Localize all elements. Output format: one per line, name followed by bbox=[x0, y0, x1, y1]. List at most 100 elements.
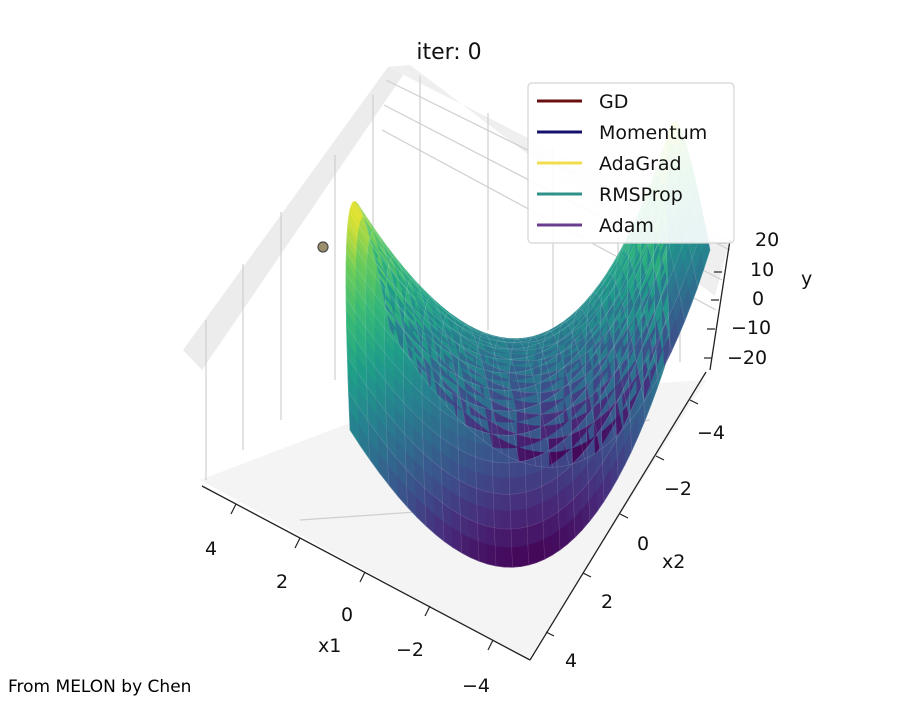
surface-mesh bbox=[345, 121, 711, 568]
z-tick-label: 10 bbox=[750, 259, 774, 281]
mesh-line bbox=[346, 172, 667, 391]
surface-patch bbox=[500, 462, 510, 479]
mesh-line bbox=[346, 245, 667, 464]
surface-patch bbox=[501, 493, 511, 512]
x1-axis-label: x1 bbox=[318, 635, 341, 657]
surface-patch bbox=[493, 509, 504, 530]
x2-ticks bbox=[545, 399, 699, 637]
mesh-line bbox=[345, 193, 667, 412]
legend-label-rmsprop: RMSProp bbox=[599, 184, 683, 206]
x2-axis-line bbox=[529, 371, 707, 661]
x2-tick-label: 2 bbox=[601, 591, 613, 613]
mesh-line bbox=[348, 311, 669, 530]
mesh-line bbox=[599, 272, 645, 502]
x1-tick-label: −2 bbox=[396, 639, 424, 661]
x2-tick-label: 4 bbox=[565, 650, 577, 672]
start-point-marker bbox=[317, 241, 329, 253]
chart-title: iter: 0 bbox=[416, 40, 481, 65]
surface-patch bbox=[508, 461, 518, 479]
surface-patch bbox=[475, 487, 486, 509]
mesh-line bbox=[524, 336, 570, 566]
surface-patch bbox=[534, 502, 544, 525]
surface-patch bbox=[518, 508, 528, 529]
mesh-line bbox=[365, 143, 687, 362]
mesh-line bbox=[570, 308, 616, 538]
x1-tick-label: −4 bbox=[462, 675, 490, 697]
surface-patch bbox=[485, 525, 496, 547]
x1-tick-label: 4 bbox=[205, 538, 217, 560]
mesh-line bbox=[369, 157, 691, 376]
x1-tick-label: 2 bbox=[276, 571, 288, 593]
surface-patch bbox=[483, 459, 494, 478]
surface-patch bbox=[500, 448, 510, 464]
x2-tick-label: 0 bbox=[637, 533, 649, 555]
surface-patch bbox=[484, 490, 495, 511]
surface-patch bbox=[483, 445, 493, 463]
credit-text: From MELON by Chen bbox=[8, 677, 192, 697]
legend-label-gd: GD bbox=[599, 91, 628, 113]
mesh-line bbox=[457, 324, 503, 554]
surface-patch bbox=[509, 477, 519, 495]
mesh-line bbox=[389, 249, 711, 468]
surface-patch bbox=[492, 476, 502, 495]
x1-ticks bbox=[230, 503, 494, 651]
z-tick-label: 20 bbox=[755, 229, 779, 251]
surface-patch bbox=[517, 475, 527, 494]
surface-patch bbox=[502, 528, 513, 549]
surface-patch bbox=[484, 474, 494, 494]
mesh-line bbox=[508, 338, 553, 568]
surface-patch bbox=[524, 457, 534, 477]
legend: GD Momentum AdaGrad RMSProp Adam bbox=[527, 82, 735, 244]
mesh-line bbox=[365, 230, 410, 460]
surface-patch bbox=[486, 544, 497, 567]
mesh-line bbox=[379, 196, 700, 415]
surface-patch bbox=[518, 526, 529, 548]
surface-patch bbox=[508, 447, 518, 464]
mesh-line bbox=[555, 321, 601, 551]
x2-tick-label: −4 bbox=[697, 422, 725, 444]
x2-tick-label: −2 bbox=[664, 478, 692, 500]
mesh-line bbox=[421, 297, 467, 527]
surface-patch bbox=[534, 520, 545, 544]
mesh-line bbox=[540, 330, 585, 560]
surface-patch bbox=[525, 489, 535, 510]
mesh-line bbox=[345, 217, 667, 436]
surface-patch bbox=[500, 477, 511, 495]
mesh-line bbox=[347, 141, 669, 360]
surface-patch bbox=[527, 542, 538, 566]
mesh-line bbox=[474, 332, 520, 562]
surface-patch bbox=[477, 541, 488, 565]
mesh-line bbox=[491, 337, 537, 567]
z-axis-label: y bbox=[801, 268, 812, 290]
surface-patch bbox=[503, 547, 513, 568]
legend-box bbox=[527, 82, 735, 244]
z-tick-label: −20 bbox=[727, 347, 767, 369]
legend-label-adam: Adam bbox=[599, 215, 654, 237]
surface-patch bbox=[510, 510, 520, 530]
surface-patch bbox=[475, 471, 486, 492]
x1-tick-label: 0 bbox=[341, 604, 353, 626]
z-tick-label: −10 bbox=[731, 317, 771, 339]
surface-patch bbox=[492, 461, 502, 479]
surface-patch bbox=[525, 473, 535, 493]
surface-patch bbox=[517, 491, 527, 511]
mesh-line bbox=[345, 201, 391, 431]
mesh-line bbox=[384, 256, 430, 486]
surface-patch bbox=[535, 539, 545, 564]
mesh-line bbox=[403, 278, 448, 508]
mesh-line bbox=[439, 312, 485, 542]
back-pane-left bbox=[183, 65, 410, 370]
surface-patch bbox=[501, 510, 512, 530]
surface-patch bbox=[510, 527, 521, 549]
mesh-line bbox=[347, 276, 668, 495]
mesh-line bbox=[384, 221, 705, 440]
mesh-line bbox=[613, 249, 659, 479]
surface-patch bbox=[511, 546, 522, 568]
x1-axis-line bbox=[201, 485, 531, 661]
mesh-line bbox=[585, 292, 631, 522]
surface-patch bbox=[494, 546, 505, 568]
surface-patch bbox=[526, 523, 537, 546]
x2-axis-label: x2 bbox=[662, 551, 685, 573]
surface-patch bbox=[492, 492, 503, 512]
